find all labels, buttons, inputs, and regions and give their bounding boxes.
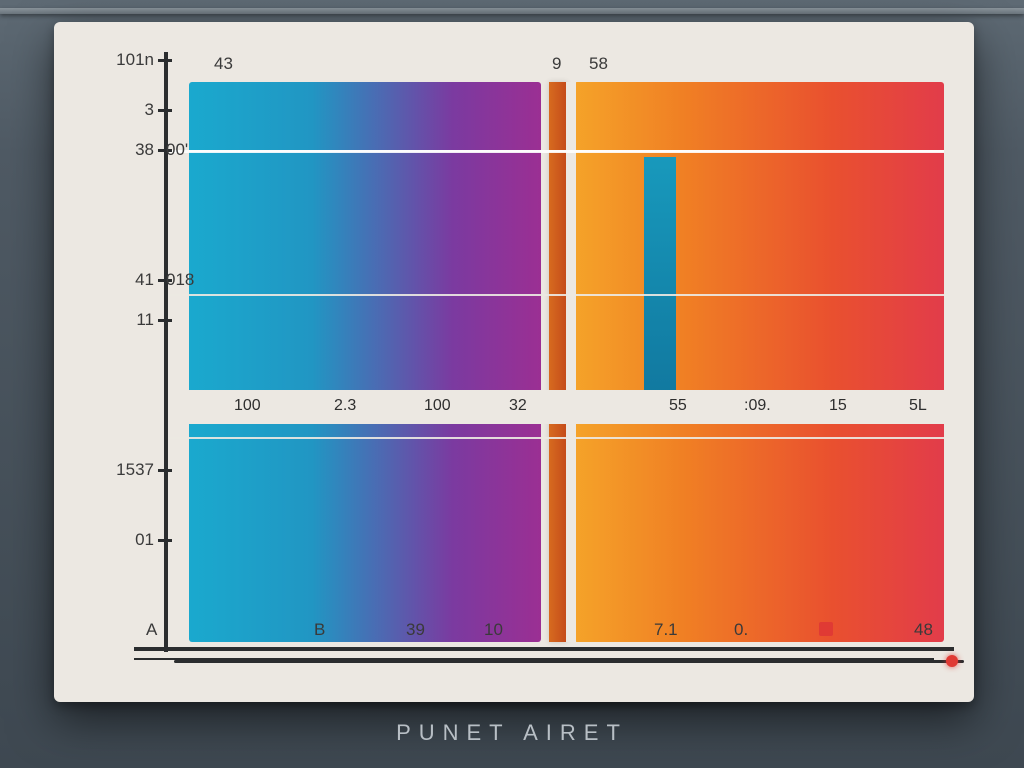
x-axis-label: 48 bbox=[914, 620, 933, 640]
y-tick bbox=[158, 539, 172, 542]
y-axis-label-inner: 018 bbox=[166, 270, 216, 290]
y-axis-label: 01 bbox=[104, 530, 154, 550]
y-tick bbox=[158, 59, 172, 62]
x-axis-label: 7.1 bbox=[654, 620, 678, 640]
x-axis-label: B bbox=[314, 620, 325, 640]
y-tick bbox=[158, 319, 172, 322]
value-band-label: :09. bbox=[744, 397, 771, 415]
row-divider bbox=[166, 437, 946, 439]
y-axis-label: 41 bbox=[104, 270, 154, 290]
chart-title: PUNET AIRET bbox=[0, 720, 1024, 746]
panel-gap-right bbox=[566, 82, 576, 642]
center-divider-strip bbox=[549, 82, 567, 642]
heatmap-panel-right bbox=[574, 82, 944, 642]
value-band-label: 100 bbox=[234, 397, 261, 415]
top-axis-label: 43 bbox=[214, 54, 233, 74]
value-band-label: 5L bbox=[909, 397, 927, 415]
value-band-label: 55 bbox=[669, 397, 687, 415]
top-axis-label: 9 bbox=[552, 54, 561, 74]
y-tick bbox=[158, 109, 172, 112]
row-divider bbox=[166, 294, 946, 296]
y-axis-label: 1537 bbox=[104, 460, 154, 480]
y-axis-label: 11 bbox=[104, 310, 154, 330]
chart-card: 1002.31003255:09.155L 101n3384111153701 … bbox=[54, 22, 974, 702]
y-tick bbox=[158, 469, 172, 472]
value-band-label: 15 bbox=[829, 397, 847, 415]
x-axis-label: 39 bbox=[406, 620, 425, 640]
x-marker-red bbox=[819, 622, 833, 636]
top-axis-label: 58 bbox=[589, 54, 608, 74]
x-axis-label: 0. bbox=[734, 620, 748, 640]
highlight-line bbox=[164, 150, 944, 153]
y-axis-label: 3 bbox=[104, 100, 154, 120]
x-axis bbox=[134, 647, 954, 651]
top-rail bbox=[0, 8, 1024, 14]
y-axis-label: 38 bbox=[104, 140, 154, 160]
value-label-band: 100 2.3 100 32 55 :09. 15 5L bbox=[189, 390, 944, 424]
range-slider[interactable] bbox=[174, 660, 964, 663]
heatmap-panel-left bbox=[189, 82, 541, 642]
value-band-label: 32 bbox=[509, 397, 527, 415]
range-slider-handle[interactable] bbox=[946, 655, 958, 667]
overlay-blue-bar bbox=[644, 157, 676, 392]
scene-root: 1002.31003255:09.155L 101n3384111153701 … bbox=[0, 0, 1024, 768]
value-band-label: 100 bbox=[424, 397, 451, 415]
y-axis-label-inner: 00' bbox=[166, 140, 216, 160]
x-axis-label: 10 bbox=[484, 620, 503, 640]
y-axis-label: 101n bbox=[104, 50, 154, 70]
value-band-label: 2.3 bbox=[334, 397, 356, 415]
x-axis-label: A bbox=[146, 620, 157, 640]
